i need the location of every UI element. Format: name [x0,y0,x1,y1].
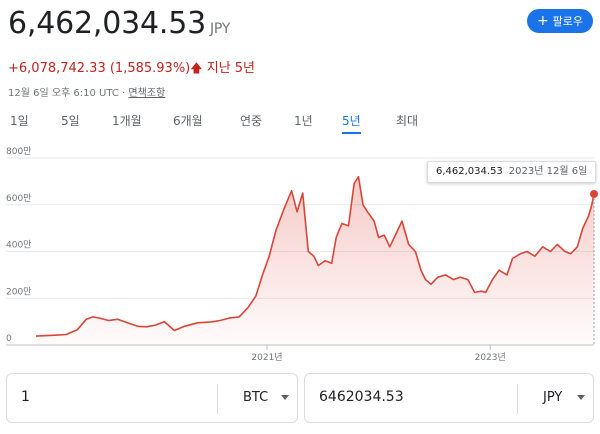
chevron-down-icon [281,395,289,400]
range-tabs: 1일 5일 1개월 6개월 연중 1년 5년 최대 [0,112,600,134]
y-tick-label: 200만 [6,286,31,297]
follow-label: 팔로우 [552,15,584,28]
y-axis: 800만 600만 400만 200만 0 [6,146,31,344]
tab-1y[interactable]: 1년 [294,114,313,128]
from-currency-label: BTC [243,390,269,405]
timestamp-text: 12월 6일 오후 6:10 UTC · [8,88,129,99]
last-point-marker [590,189,598,198]
converter-from: BTC [6,373,298,423]
current-price: 6,462,034.53 JPY [8,6,230,41]
tab-1d[interactable]: 1일 [10,114,29,128]
x-tick-label: 2023년 [475,352,506,363]
y-tick-label: 600만 [6,193,31,204]
tooltip-value: 6,462,034.53 [436,166,503,177]
from-amount-input[interactable] [19,388,213,406]
follow-button[interactable]: + 팔로우 [527,9,593,33]
x-axis: 2021년 2023년 [251,345,506,363]
tab-5d[interactable]: 5일 [61,114,80,128]
disclaimer-link[interactable]: 면책조항 [128,88,166,99]
series-line [35,175,595,337]
tooltip-date: 2023년 12월 6일 [508,166,588,177]
hover-tooltip: 6,462,034.53 2023년 12월 6일 [427,161,597,183]
plus-icon: + [536,13,549,29]
arrow-up-icon: 🡅 [190,61,203,75]
converter-divider [517,384,518,414]
price-change: +6,078,742.33 (1,585.93%)🡅 지난 5년 [8,57,255,80]
y-tick-label: 800만 [6,146,31,157]
tab-ytd[interactable]: 연중 [240,114,263,128]
converter-divider [217,384,218,414]
to-currency-label: JPY [543,390,563,405]
series-area [36,176,594,345]
tab-max[interactable]: 최대 [396,114,419,128]
y-tick-label: 400만 [6,240,31,251]
price-currency: JPY [210,21,231,37]
x-tick-label: 2021년 [251,352,282,363]
y-tick-label: 0 [6,334,12,344]
timestamp: 12월 6일 오후 6:10 UTC · 면책조항 [8,84,165,99]
tab-6m[interactable]: 6개월 [173,114,203,128]
tab-5y[interactable]: 5년 [342,112,361,134]
price-chart[interactable]: 800만 600만 400만 200만 0 2021년 2023년 [0,140,600,368]
chevron-down-icon [577,395,585,400]
converter-to: JPY [304,373,594,423]
change-value: +6,078,742.33 (1,585.93%) [8,61,191,76]
price-value: 6,462,034.53 [8,6,206,41]
tab-1m[interactable]: 1개월 [112,114,142,128]
change-period: 지난 5년 [206,61,256,76]
to-amount-input[interactable] [317,388,511,406]
